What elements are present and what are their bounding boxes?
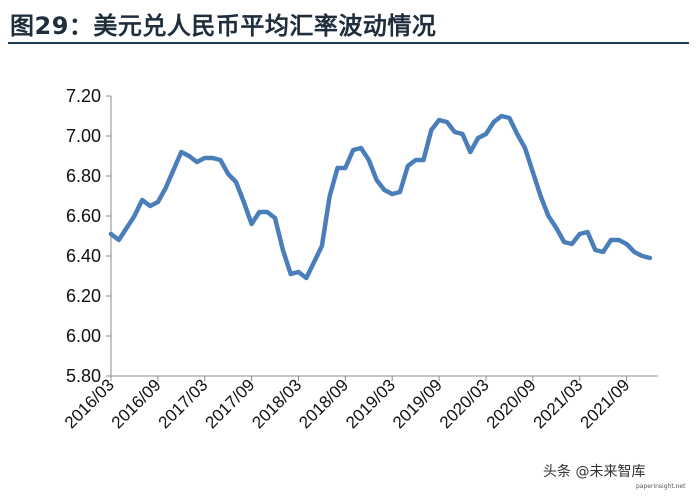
- x-tick-label: 2020/03: [436, 375, 493, 432]
- y-tick-label: 5.80: [66, 366, 101, 386]
- chart-frame: 7.20 7.00 6.80 6.60 6.40 6.20 6.00 5.80 2016/03 2…: [8, 62, 689, 492]
- x-tick-label: 2021/09: [577, 375, 634, 432]
- y-tick-label: 6.20: [66, 286, 101, 306]
- series-line: [108, 113, 653, 281]
- page-title: 图29：美元兑人民币平均汇率波动情况: [10, 12, 437, 40]
- title-underline: [8, 42, 689, 44]
- x-tick-label: 2019/03: [342, 375, 399, 432]
- y-tick-label: 6.80: [66, 166, 101, 186]
- line-chart: 7.207.006.806.606.406.206.005.802016/032…: [61, 86, 686, 490]
- y-tick-label: 6.60: [66, 206, 101, 226]
- watermark-text: 头条 @未来智库: [543, 463, 645, 480]
- x-tick-label: 2017/09: [202, 375, 259, 432]
- x-tick-label: 2021/03: [530, 375, 587, 432]
- x-tick-label: 2020/09: [483, 375, 540, 432]
- y-tick-label: 6.40: [66, 246, 101, 266]
- x-tick-label: 2016/09: [108, 375, 165, 432]
- y-tick-label: 7.20: [66, 86, 101, 106]
- watermark-url: paperinsight.net: [636, 483, 686, 490]
- x-tick-label: 2018/03: [248, 375, 305, 432]
- x-tick-label: 2017/03: [155, 375, 212, 432]
- y-tick-label: 6.00: [66, 326, 101, 346]
- x-tick-label: 2019/09: [389, 375, 446, 432]
- x-tick-label: 2018/09: [295, 375, 352, 432]
- y-tick-label: 7.00: [66, 126, 101, 146]
